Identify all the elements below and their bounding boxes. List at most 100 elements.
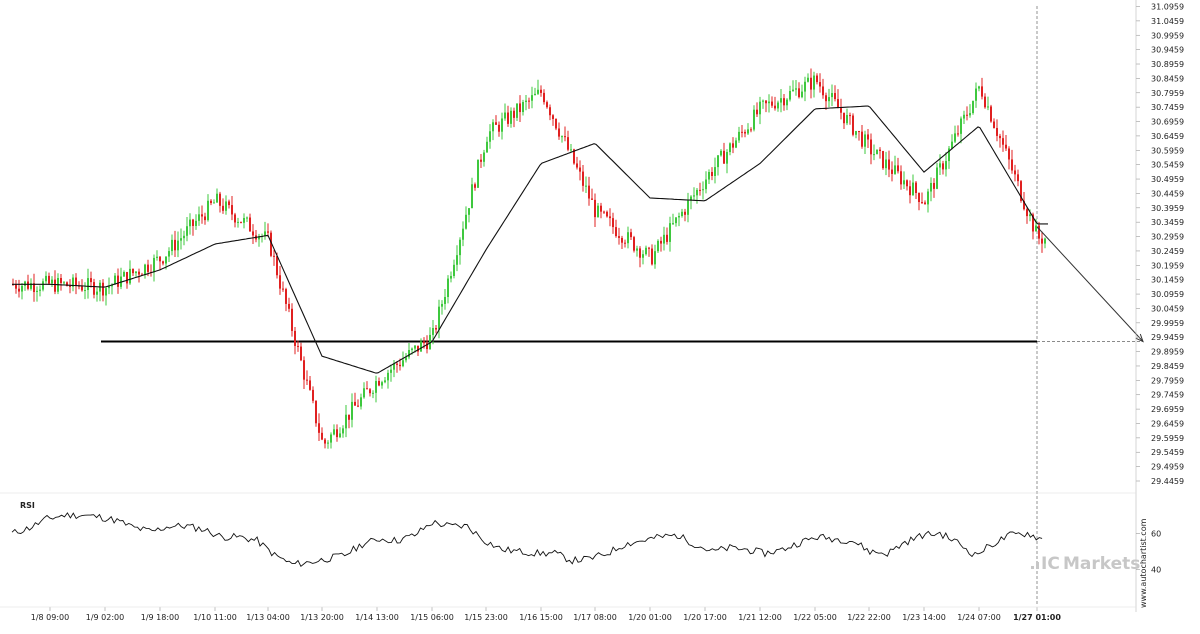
- candle-body: [411, 348, 413, 351]
- candle-body: [699, 189, 701, 191]
- candle-body: [834, 93, 836, 100]
- candle-body: [105, 288, 107, 296]
- candle-body: [54, 279, 56, 292]
- candle-body: [63, 282, 65, 284]
- candle-body: [732, 143, 734, 148]
- candle-body: [894, 165, 896, 174]
- price-tick-label: 30.6459: [1151, 132, 1184, 141]
- candle-body: [225, 201, 227, 211]
- candle-body: [1041, 238, 1043, 244]
- candle-body: [501, 118, 503, 132]
- candle-body: [72, 277, 74, 287]
- price-tick-label: 30.0459: [1151, 304, 1184, 313]
- candle-body: [684, 211, 686, 215]
- candle-body: [762, 100, 764, 102]
- candle-body: [330, 434, 332, 443]
- candle-body: [558, 128, 560, 137]
- candle-body: [507, 112, 509, 124]
- candle-body: [537, 89, 539, 94]
- candle-body: [324, 439, 326, 444]
- candle-body: [567, 137, 569, 150]
- candle-body: [75, 277, 77, 286]
- candle-body: [489, 131, 491, 142]
- candle-body: [294, 330, 296, 346]
- candle-body: [408, 350, 410, 358]
- candle-body: [765, 100, 767, 104]
- price-tick-label: 29.5459: [1151, 448, 1184, 457]
- candle-body: [429, 334, 431, 350]
- time-tick-label: 1/27 01:00: [1013, 613, 1061, 622]
- candle-body: [897, 165, 899, 172]
- candle-body: [39, 289, 41, 291]
- time-axis: 1/8 09:00 1/9 02:00 1/9 18:00 1/10 11:00 1/1…: [0, 606, 1136, 622]
- candle-body: [597, 205, 599, 218]
- candle-body: [1014, 170, 1016, 175]
- candle-body: [642, 254, 644, 258]
- logo-dot: [1031, 566, 1034, 569]
- candle-body: [984, 96, 986, 108]
- candle-body: [297, 345, 299, 347]
- candle-body: [993, 121, 995, 128]
- rsi-title: RSI: [20, 501, 35, 510]
- time-tick-label: 1/21 12:00: [738, 613, 782, 622]
- candle-body: [648, 247, 650, 249]
- price-tick-label: 29.4959: [1151, 463, 1184, 472]
- candle-body: [519, 103, 521, 113]
- candle-body: [612, 218, 614, 228]
- time-tick-label: 1/13 04:00: [246, 613, 290, 622]
- candle-body: [231, 205, 233, 215]
- candle-body: [453, 264, 455, 276]
- candle-body: [852, 115, 854, 135]
- time-tick-label: 1/20 01:00: [628, 613, 672, 622]
- candle-body: [1020, 181, 1022, 201]
- candle-body: [639, 248, 641, 258]
- candle-body: [336, 429, 338, 438]
- candle-body: [690, 196, 692, 201]
- candle-body: [192, 219, 194, 226]
- price-tick-label: 29.7459: [1151, 391, 1184, 400]
- candle-body: [981, 86, 983, 97]
- candle-body: [591, 198, 593, 200]
- candle-body: [546, 102, 548, 108]
- candle-body: [771, 101, 773, 106]
- candle-body: [357, 405, 359, 407]
- candle-body: [159, 256, 161, 262]
- candle-body: [360, 397, 362, 407]
- candle-body: [117, 275, 119, 287]
- candle-body: [270, 232, 272, 256]
- candle-body: [747, 129, 749, 134]
- candle-body: [417, 345, 419, 352]
- projection-arrow: [1036, 226, 1144, 342]
- price-tick-label: 30.7959: [1151, 89, 1184, 98]
- candle-body: [573, 149, 575, 164]
- candle-body: [933, 182, 935, 189]
- candle-body: [780, 98, 782, 103]
- price-tick-label: 30.0959: [1151, 290, 1184, 299]
- candle-body: [888, 159, 890, 170]
- candle-body: [345, 414, 347, 429]
- candle-body: [168, 251, 170, 257]
- price-tick-label: 30.7459: [1151, 103, 1184, 112]
- candle-body: [987, 106, 989, 108]
- time-tick-label: 1/23 14:00: [902, 613, 946, 622]
- candle-body: [720, 150, 722, 156]
- candle-body: [693, 195, 695, 197]
- candle-body: [84, 290, 86, 292]
- candle-body: [681, 211, 683, 217]
- candle-body: [303, 360, 305, 380]
- candle-body: [399, 364, 401, 367]
- candle-body: [687, 200, 689, 215]
- candle-body: [789, 90, 791, 100]
- candle-body: [582, 171, 584, 186]
- candle-body: [828, 97, 830, 102]
- candle-body: [654, 251, 656, 265]
- candle-body: [663, 234, 665, 244]
- candle-body: [801, 91, 803, 98]
- candle-body: [450, 275, 452, 279]
- candle-body: [48, 275, 50, 284]
- price-tick-label: 31.0459: [1151, 17, 1184, 26]
- candle-body: [522, 102, 524, 113]
- time-tick-label: 1/22 22:00: [847, 613, 891, 622]
- candle-body: [672, 223, 674, 225]
- candle-body: [774, 105, 776, 109]
